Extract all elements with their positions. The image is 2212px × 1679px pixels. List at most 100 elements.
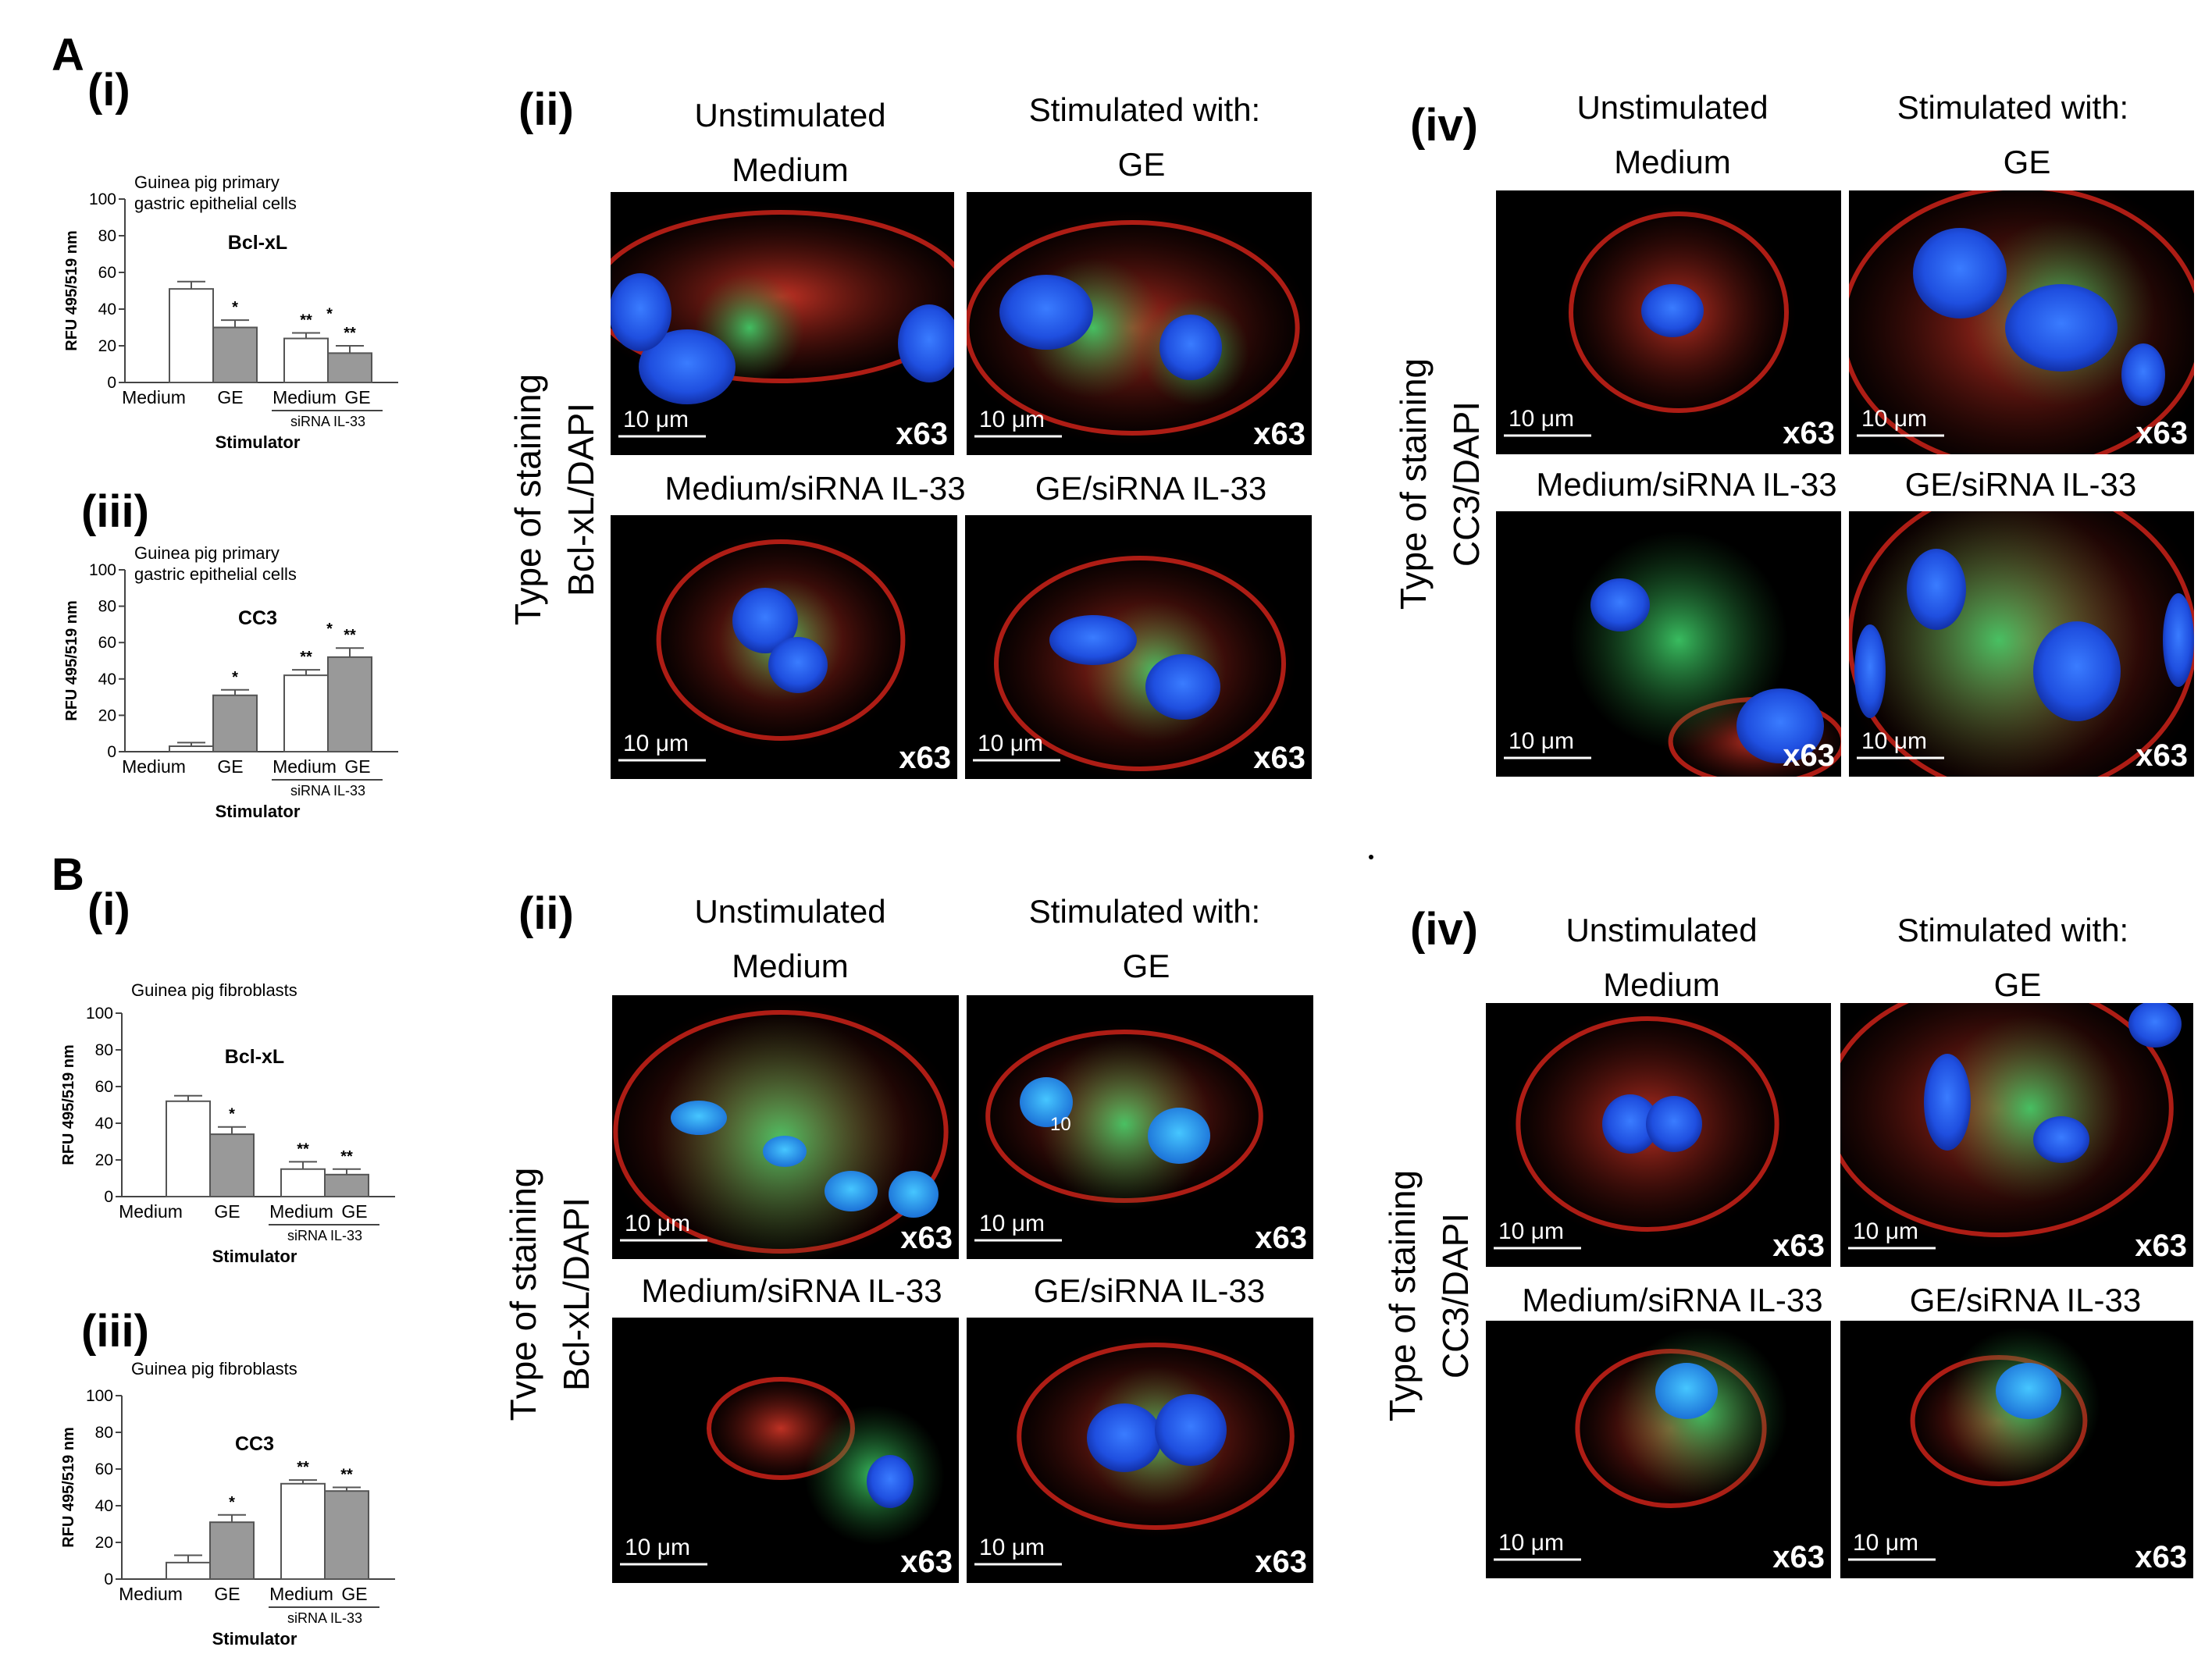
magnification-label: x63 [1253,741,1305,775]
y-tick-label: 60 [95,1078,113,1096]
heading-unstimulated: Unstimulated [694,97,885,133]
nucleus [763,1136,807,1167]
cell-membrane [1849,511,2194,777]
scale-bar-label: 10 μm [1861,728,1927,754]
bar [169,745,214,753]
heading-medium: Medium [732,151,848,188]
scale-bar-label: 10 μm [979,1211,1045,1236]
cell-membrane [967,220,1300,436]
magnification-label: x63 [899,741,951,775]
significance-marker: * [229,1106,235,1123]
scale-bar-label: 10 μm [979,1535,1045,1560]
y-axis-label: RFU 495/519 nm [63,230,80,351]
cell-membrane [611,210,954,383]
scale-bar-label: 10 μm [1498,1218,1564,1244]
heading-unstimulated: Unstimulated [1565,912,1757,948]
significance-marker: * [326,306,333,323]
y-tick-label: 0 [104,1188,113,1206]
magnification-label: x63 [2135,416,2188,450]
nucleus [1907,549,1966,630]
nucleus [1087,1403,1162,1472]
scale-bar-label: 10 μm [625,1211,690,1236]
nucleus [2128,1003,2182,1048]
nucleus [1736,688,1824,763]
category-label: GE [217,756,243,777]
x-axis-label: Stimulator [216,802,301,821]
y-axis-label: RFU 495/519 nm [63,600,80,721]
y-axis-label: RFU 495/519 nm [60,1044,77,1165]
y-tick-label: 60 [98,634,116,652]
category-label: Medium [269,1201,333,1222]
nucleus [1159,315,1222,380]
panel-label-a-iv: (iv) [1410,100,1478,151]
scale-bar-label: 10 μm [1861,406,1927,432]
section-letter-a: A [52,30,84,80]
y-tick-label: 80 [98,227,116,245]
heading-medium: Medium [1614,144,1730,180]
y-tick-label: 40 [95,1497,113,1515]
magnification-label: x63 [1255,1545,1307,1579]
nucleus [2121,343,2165,406]
significance-marker: ** [344,627,356,644]
nucleus [732,588,798,653]
bar-chart: 0 20 40 60 80 100 RFU 495/519 nm Guinea pig fib… [60,1359,395,1649]
category-label: Medium [122,756,186,777]
micrograph-panel: 10 μm x63 [611,192,954,455]
group-label: siRNA IL-33 [290,414,365,429]
y-tick-label: 0 [107,374,116,392]
chart-marker-label: CC3 [235,1433,274,1455]
panel-label-b-iii: (iii) [81,1306,149,1357]
bar-chart: 0 20 40 60 80 100 RFU 495/519 nm Guinea pig fib… [60,980,395,1266]
chart-title: Guinea pig primary [134,173,280,192]
heading-unstimulated: Unstimulated [1576,89,1768,126]
heading-medium: Medium [732,948,848,984]
nucleus [768,637,828,693]
y-tick-label: 20 [95,1534,113,1552]
nucleus [1996,1363,2061,1419]
y-tick-label: 40 [98,671,116,688]
nucleus [1913,228,2007,318]
bar [324,1173,369,1198]
heading-unstimulated: Unstimulated [694,893,885,930]
bar [212,694,258,753]
category-label: GE [214,1584,240,1604]
heading-stimulated: Stimulated with: [1897,89,2128,126]
significance-marker: * [232,669,238,686]
micrograph-panel: 10 μm x63 [611,515,957,779]
scale-bar-label: 10 μm [978,731,1043,756]
scale-bar-label: 10 μm [1853,1218,1918,1244]
micrograph-panel: 10 μm x63 [612,1318,959,1583]
y-tick-label: 0 [107,743,116,761]
magnification-label: x63 [1772,1229,1825,1263]
micrographs: 10 μm x63 10 μm x63 10 μm x63 10 μm x63 10 μm x63… [611,190,2194,1583]
cell-membrane [1516,1016,1779,1232]
micrograph-panel: 10 μm x63 [965,515,1312,779]
heading-medium-sirna: Medium/siRNA IL-33 [641,1272,942,1309]
significance-marker: * [326,621,333,638]
bar [169,288,214,383]
category-label: GE [344,387,370,407]
stain-label-a-iv-line2: CC3/DAPI [1446,401,1487,567]
heading-medium-sirna: Medium/siRNA IL-33 [664,470,965,507]
micrograph-panel: 10 μm x63 [1486,1003,1831,1267]
stain-label-a-ii-line2: Bcl-xL/DAPI [561,403,601,596]
micrograph-panel: 10 μm x63 [1849,511,2194,777]
heading-stimulated: Stimulated with: [1897,912,2128,948]
significance-marker: * [232,299,238,316]
chart-title: gastric epithelial cells [134,564,297,584]
significance-marker: ** [340,1148,353,1165]
scale-bar-label: 10 μm [1509,406,1574,432]
section-letter-b: B [52,849,84,900]
bar-charts: 0 20 40 60 80 100 RFU 495/519 nm Guinea pig pri… [60,173,398,1649]
bar [283,674,329,753]
chart-marker-label: Bcl-xL [228,232,287,254]
nucleus [898,304,954,382]
bar [324,1490,369,1580]
significance-marker: * [229,1494,235,1511]
magnification-label: x63 [2135,738,2188,773]
y-tick-label: 60 [95,1460,113,1478]
scale-bar-label: 10 μm [1509,728,1574,754]
nucleus [2163,593,2194,687]
category-label: GE [344,756,370,777]
bar [280,1482,326,1581]
